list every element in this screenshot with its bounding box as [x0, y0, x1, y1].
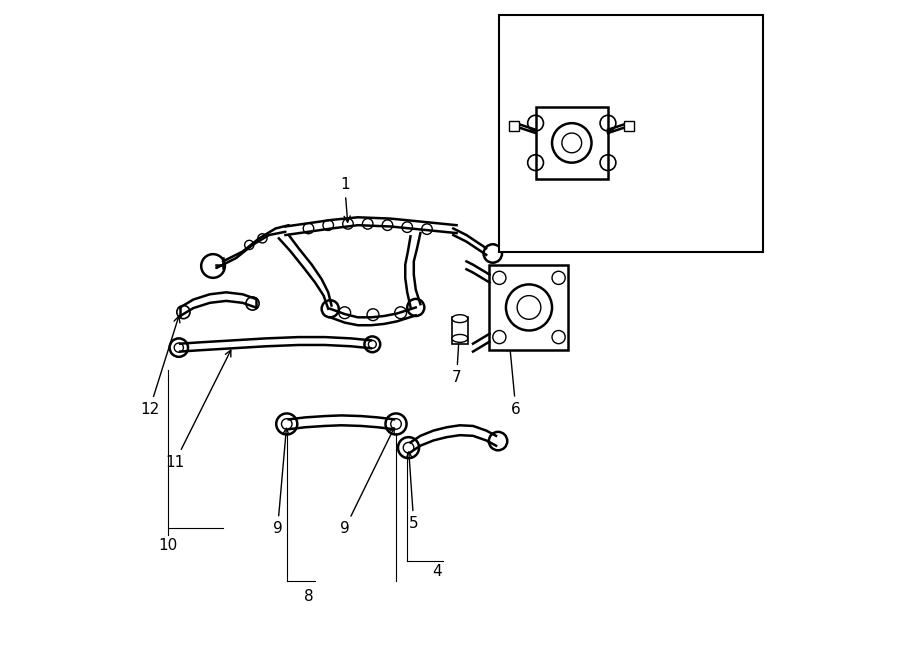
Text: 4: 4 [432, 564, 442, 579]
Ellipse shape [452, 315, 468, 323]
Ellipse shape [452, 334, 468, 342]
Text: 2: 2 [506, 126, 538, 141]
Text: 11: 11 [166, 350, 231, 470]
Bar [625, 121, 634, 131]
Text: 12: 12 [140, 316, 180, 417]
Bar [452, 317, 468, 344]
Bar [509, 121, 519, 131]
Text: 1: 1 [340, 177, 350, 222]
Text: 5: 5 [406, 452, 419, 531]
Bar [536, 106, 608, 179]
Text: 7: 7 [452, 329, 463, 385]
Text: 9: 9 [340, 428, 394, 536]
Bar [490, 264, 569, 350]
Text: 9: 9 [273, 428, 289, 536]
Text: 8: 8 [303, 589, 313, 604]
Bar [500, 15, 762, 252]
Text: 6: 6 [508, 344, 521, 416]
Text: 10: 10 [158, 538, 178, 553]
Text: 3: 3 [597, 46, 608, 67]
